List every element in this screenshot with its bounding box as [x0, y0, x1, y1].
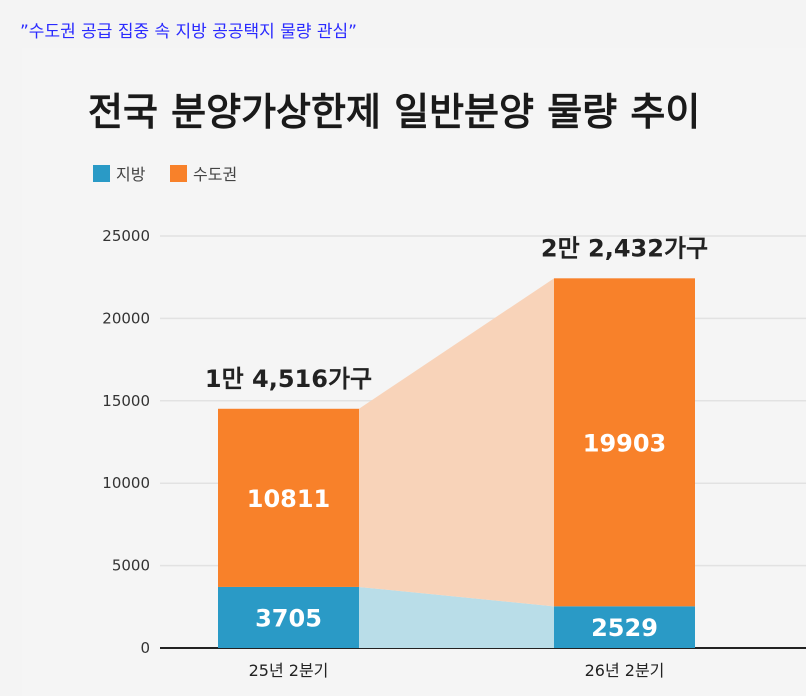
bar-value-label: 3705	[255, 604, 322, 632]
y-tick-label: 0	[140, 639, 150, 657]
legend-label-1: 수도권	[193, 165, 237, 184]
y-tick-label: 20000	[102, 309, 150, 327]
chart-title: 전국 분양가상한제 일반분양 물량 추이	[88, 90, 700, 134]
connector-jibang	[359, 586, 554, 648]
y-tick-label: 5000	[112, 557, 150, 575]
total-label: 2만 2,432가구	[541, 234, 708, 262]
bar-value-label: 10811	[247, 485, 331, 513]
connector-sudogwon	[359, 278, 554, 607]
legend-swatch-1	[170, 165, 187, 182]
bar-sudogwon-1	[554, 278, 695, 607]
y-tick-label: 10000	[102, 474, 150, 492]
legend: 지방 수도권	[93, 165, 237, 184]
bar-sudogwon-0	[218, 408, 359, 587]
y-tick-label: 15000	[102, 392, 150, 410]
x-category-label: 25년 2분기	[249, 661, 329, 680]
total-label: 1만 4,516가구	[205, 365, 372, 393]
bar-value-label: 19903	[583, 429, 667, 457]
marks: 3705 10811 1만 4,516가구 25년 2분기 2529 19903 2만 2,…	[205, 234, 708, 680]
caption: ”수도권 공급 집중 속 지방 공공택지 물량 관심”	[20, 22, 357, 42]
legend-swatch-0	[93, 165, 110, 182]
y-tick-label: 25000	[102, 227, 150, 245]
bar-value-label: 2529	[591, 614, 658, 642]
legend-label-0: 지방	[116, 165, 146, 184]
bar-jibang-0	[218, 586, 359, 648]
bar-jibang-1	[554, 606, 695, 648]
x-category-label: 26년 2분기	[585, 661, 665, 680]
